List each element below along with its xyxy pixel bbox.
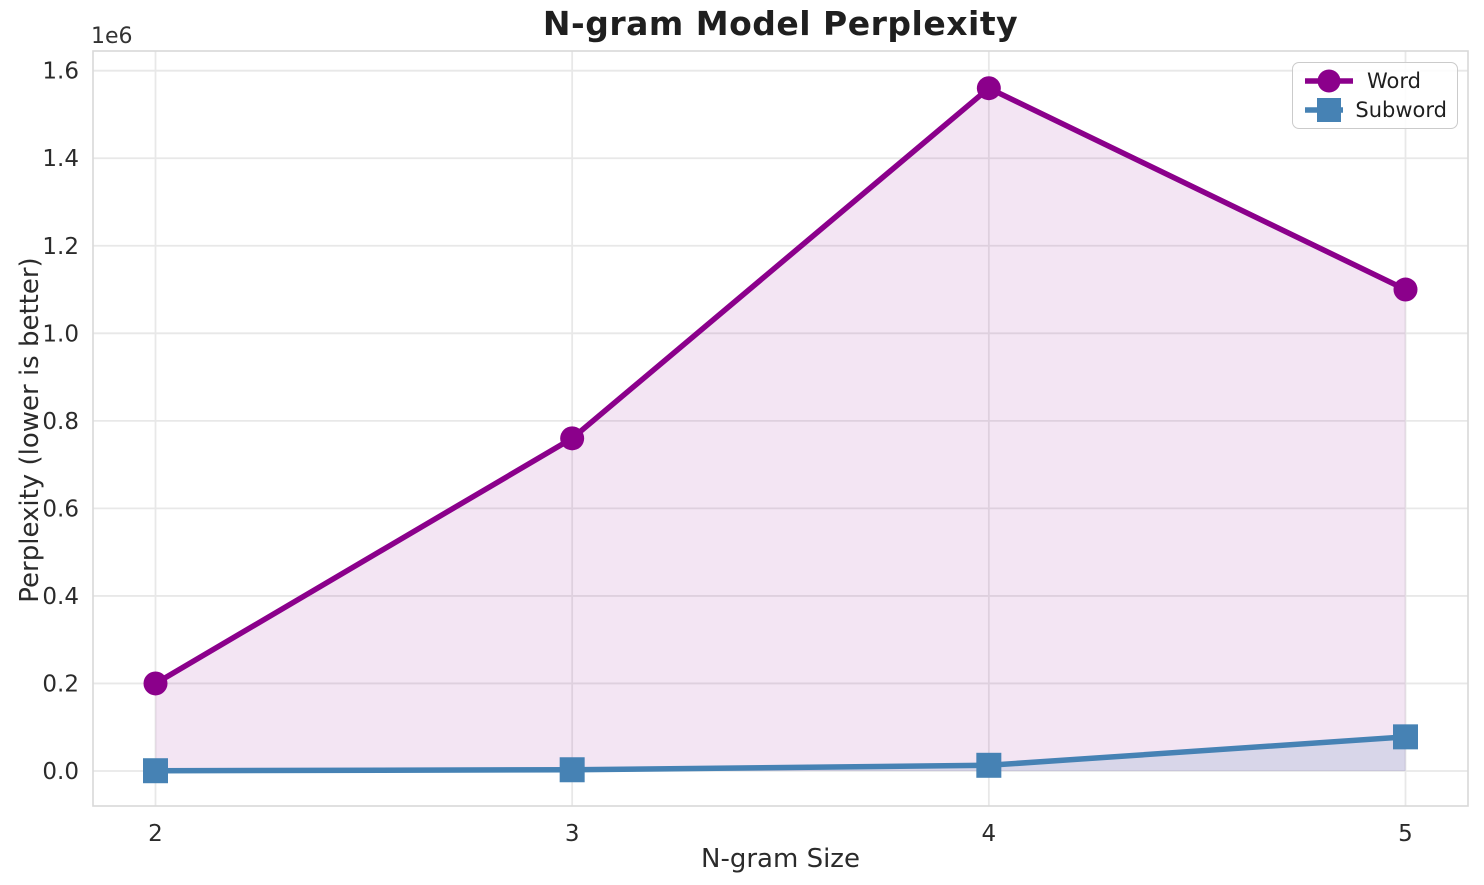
y-tick-label: 0.0 <box>42 759 79 785</box>
word-series-line <box>152 85 1409 687</box>
subword-marker <box>1393 724 1418 750</box>
y-tick-label: 0.2 <box>42 671 79 697</box>
subword-marker <box>559 757 585 783</box>
word-marker <box>976 76 1001 101</box>
x-axis-label: N-gram Size <box>701 844 860 874</box>
legend-sample-marker <box>1317 97 1341 122</box>
legend-sample-marker <box>1317 69 1341 93</box>
y-tick-label: 1.0 <box>42 321 79 347</box>
x-tick-label: 2 <box>148 821 163 847</box>
legend-item-label: Subword <box>1355 97 1447 122</box>
x-tick-label: 4 <box>982 821 997 847</box>
legend: Word Subword <box>1292 62 1458 129</box>
y-tick-label: 0.8 <box>42 409 79 435</box>
y-tick-label: 0.6 <box>42 496 79 522</box>
subword-marker <box>976 752 1002 778</box>
x-tick-label: 3 <box>565 821 580 847</box>
y-tick-label: 1.6 <box>42 59 79 85</box>
word-marker <box>143 671 168 696</box>
legend-item-label: Word <box>1367 69 1421 94</box>
y-axis-scale-offset-label: 1e6 <box>91 24 133 49</box>
legend-item-word: Word <box>1303 67 1447 95</box>
axes-spines <box>92 50 1469 807</box>
subword-legend-marker-icon <box>1305 97 1344 122</box>
subword-marker <box>143 758 168 784</box>
legend-item-subword: Subword <box>1303 96 1447 124</box>
word-area-fill <box>155 88 1406 771</box>
word-marker <box>1393 277 1418 302</box>
word-legend-marker-icon <box>1305 69 1353 93</box>
y-tick-label: 1.2 <box>42 234 79 260</box>
subword-series-line <box>152 734 1409 774</box>
y-tick-label: 1.4 <box>42 146 79 172</box>
y-tick-label: 0.4 <box>42 584 79 610</box>
word-marker <box>560 426 585 451</box>
y-axis-label: Perplexity (lower is better) <box>15 257 45 603</box>
chart-title: N-gram Model Perplexity <box>542 4 1019 43</box>
subword-area-fill <box>155 736 1406 771</box>
x-tick-label: 5 <box>1398 821 1413 847</box>
